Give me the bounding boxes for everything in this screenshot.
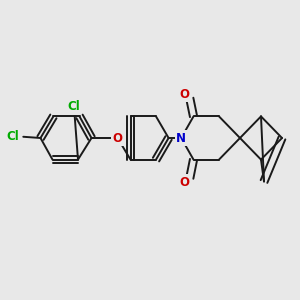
Text: Cl: Cl <box>7 130 20 143</box>
Text: O: O <box>112 131 123 145</box>
Text: O: O <box>179 176 189 189</box>
Text: N: N <box>176 131 186 145</box>
Text: Cl: Cl <box>67 100 80 113</box>
Text: O: O <box>179 88 189 101</box>
